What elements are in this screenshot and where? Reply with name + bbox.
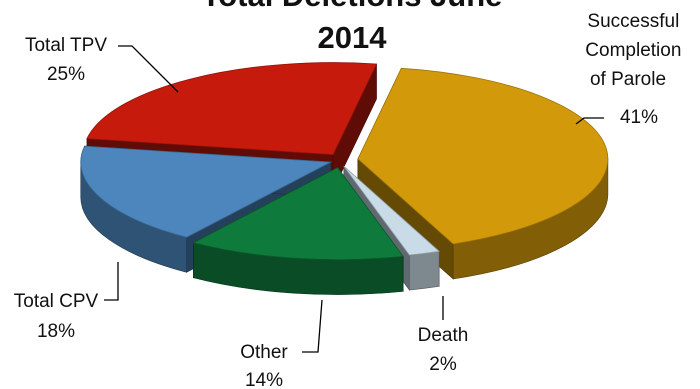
slice-total-tpv [86,62,378,156]
slice-value-total-tpv: 25% [47,64,85,85]
chart-title-year: 2014 [318,20,388,55]
slice-label-successful-line-3: of Parole [590,69,666,90]
slice-label-total-cpv: Total CPV [14,291,99,312]
slice-label-other: Other [240,342,288,363]
slice-successful-completion-of-parole [357,67,609,245]
leader-line-other [302,299,323,353]
slice-value-successful-completion: 41% [620,107,658,128]
slice-value-total-cpv: 18% [37,321,75,342]
slice-death [343,165,441,256]
slice-label-total-tpv: Total TPV [25,35,107,56]
slice-label-death: Death [418,325,469,346]
slice-total-cpv [80,145,333,238]
chart-title: Total Deletions June [202,0,503,13]
slice-value-death: 2% [429,354,457,375]
slice-other [192,167,404,260]
leader-line-total-cpv [104,262,119,301]
slice-side-death-0 [409,250,440,291]
slice-label-successful-completion: Successful Completion of Parole [585,11,686,90]
slice-label-successful-line-1: Successful [587,11,679,32]
leader-line-total-tpv [118,45,179,93]
slice-label-successful-line-2: Completion [585,40,681,61]
chart-title-line-1: Total Deletions June [202,0,503,13]
pie-slices [80,62,609,295]
slice-value-other: 14% [245,370,283,389]
leader-line-successful-completion [575,117,604,125]
